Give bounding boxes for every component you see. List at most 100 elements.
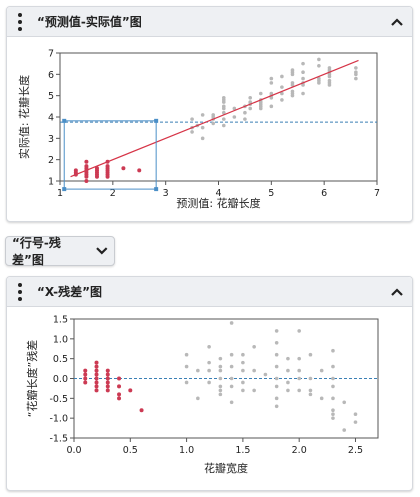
data-point-unselected [319,368,324,373]
more-options-icon[interactable] [11,11,29,33]
data-point-unselected [331,376,335,381]
data-point-unselected [297,356,301,361]
data-point-unselected [229,376,234,381]
data-point-selected [94,372,99,377]
data-point-unselected [274,376,279,381]
data-point-unselected [317,57,321,62]
more-options-icon[interactable] [11,281,29,303]
selection-handle[interactable] [154,187,159,192]
data-point-unselected [280,74,284,79]
data-point-unselected [301,76,305,81]
data-point-unselected [221,117,226,121]
y-tick-label: 1 [48,177,54,188]
selection-handle[interactable] [62,187,67,192]
data-point-unselected [274,396,279,401]
data-point-unselected [200,136,205,141]
data-point-unselected [354,66,358,70]
data-point-unselected [252,388,256,393]
data-point-selected [94,376,99,381]
x-axis-label: 花瓣宽度 [204,461,248,475]
data-point-unselected [297,368,301,373]
row-residual-plot-button[interactable]: “行号-残差”图 [5,236,115,267]
data-point-unselected [269,81,274,85]
selection-box[interactable] [63,120,157,190]
data-point-unselected [258,102,263,106]
selection-handle[interactable] [62,118,67,123]
data-point-unselected [280,91,284,96]
data-point-unselected [229,384,234,389]
data-point-selected [128,388,133,393]
data-point-unselected [297,329,301,333]
data-point-unselected [207,368,211,373]
chevron-down-icon [96,247,108,255]
data-point-selected [105,388,110,393]
collapse-chevron-up-icon[interactable] [388,13,406,31]
predicted-actual-chart: 1 2 3 4 5 6 7 1 2 3 4 5 6 7 预测值: 花瓣长度 实际值: 花瓣长度 [17,49,380,211]
data-point-selected [94,360,99,365]
data-point-unselected [184,380,189,385]
data-point-selected [94,364,99,369]
data-point-selected [94,172,99,177]
card-body: 0.0 0.5 1.0 1.5 2.0 2.5 1.5 1.0 0.5 0.0 -0.5 -1.0 -1… [7,307,412,494]
data-point-unselected [301,61,305,66]
data-point-unselected [317,64,321,68]
x-tick-label: 3 [163,188,169,199]
data-point-unselected [252,368,256,373]
data-point-unselected [331,396,335,401]
data-point-unselected [218,356,223,361]
card-title: “预测值-实际值”图 [37,15,142,29]
data-point-unselected [218,388,223,393]
data-point-unselected [290,81,295,85]
data-point-unselected [200,113,205,117]
data-point-unselected [211,121,216,126]
collapse-chevron-up-icon[interactable] [388,283,406,301]
data-point-selected [73,172,78,177]
data-point-selected [137,168,142,173]
data-point-unselected [248,96,252,100]
y-tick-label: 4 [48,113,54,124]
y-tick-label: 6 [48,70,54,81]
data-point-unselected [218,376,223,381]
data-point-selected [105,376,110,381]
data-point-selected [94,388,99,393]
data-point-unselected [184,364,189,369]
x-tick-label: 2.0 [292,445,307,456]
x-tick-label: 1.0 [179,445,194,456]
data-point-unselected [308,352,313,357]
x-tick-label: 2 [110,188,116,199]
x-tick-label: 6 [321,188,327,199]
data-point-unselected [274,329,279,333]
data-point-unselected [221,96,226,100]
data-point-unselected [207,344,211,349]
x-axis-label: 预测值: 花瓣长度 [176,196,260,210]
data-point-unselected [286,388,290,393]
data-point-unselected [331,416,335,420]
data-point-unselected [331,408,335,413]
y-tick-label: 1.0 [53,334,68,345]
data-point-selected [83,372,88,377]
data-point-unselected [221,110,226,115]
predicted-actual-card: “预测值-实际值”图 1 2 3 4 5 6 7 1 2 3 4 5 6 7 预测值: 花瓣长度 实际值: 花… [6,6,413,222]
data-point-unselected [331,348,335,353]
data-point-selected [105,174,110,179]
data-point-selected [83,368,88,373]
data-point-unselected [274,341,279,345]
data-point-selected [105,372,110,377]
data-point-unselected [200,125,205,130]
y-tick-label: 3 [48,134,54,145]
data-point-unselected [301,91,305,96]
data-point-selected [94,384,99,389]
data-point-unselected [263,372,268,377]
data-point-unselected [286,356,290,361]
data-point-selected [83,376,88,381]
data-point-unselected [241,368,245,373]
data-point-unselected [354,76,358,81]
data-point-selected [105,384,110,389]
data-point-selected [117,392,122,397]
data-point-unselected [286,368,290,373]
data-point-unselected [229,352,234,357]
x-tick-label: 0.5 [123,445,138,456]
data-point-unselected [243,110,247,115]
y-tick-label: 0.0 [53,374,68,385]
selection-handle[interactable] [154,118,159,123]
